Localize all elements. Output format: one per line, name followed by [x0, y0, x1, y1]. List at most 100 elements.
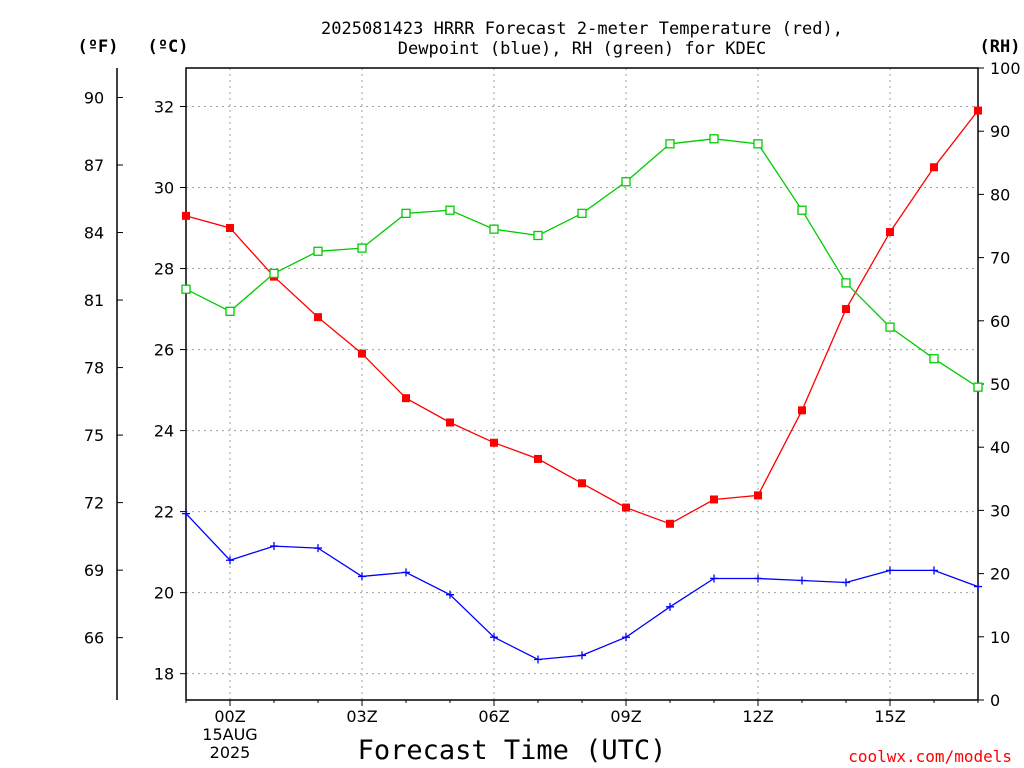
celsius-unit-label: (ºC)	[148, 37, 189, 57]
rh-point	[885, 322, 895, 332]
rh-tick-label: 70	[990, 249, 1010, 268]
temperature-point	[974, 106, 982, 115]
celsius-tick-label: 18	[154, 665, 174, 684]
rh-tick-label: 90	[990, 122, 1010, 141]
temperature-point	[226, 224, 234, 233]
dewpoint-point	[446, 590, 454, 599]
rh-point	[665, 139, 675, 149]
rh-point	[225, 306, 235, 316]
rh-point	[929, 354, 939, 364]
rh-point	[621, 177, 631, 187]
dewpoint-point	[402, 568, 410, 577]
rh-tick-label: 10	[990, 628, 1010, 647]
dewpoint-point	[182, 509, 190, 518]
dewpoint-point	[622, 633, 630, 642]
fahrenheit-tick-label: 84	[84, 224, 104, 243]
rh-point	[269, 268, 279, 279]
temperature-point	[182, 211, 190, 220]
rh-tick-label: 100	[990, 59, 1021, 78]
dewpoint-point	[842, 578, 850, 587]
temperature-point	[490, 438, 498, 447]
fahrenheit-tick-label: 66	[84, 629, 104, 648]
temperature-point	[666, 519, 674, 528]
grid-lines	[186, 68, 978, 700]
rh-point	[489, 224, 499, 234]
chart-title-line-2: Dewpoint (blue), RH (green) for KDEC	[398, 39, 766, 59]
dewpoint-point	[358, 572, 366, 581]
x-tick-label: 03Z	[346, 707, 377, 726]
rh-point	[841, 278, 851, 288]
dewpoint-point	[270, 542, 278, 551]
x-tick-label: 12Z	[742, 707, 773, 726]
temperature-point	[842, 305, 850, 314]
temperature-point	[622, 503, 630, 512]
dewpoint-point	[666, 602, 674, 611]
dewpoint-point	[798, 576, 806, 585]
fahrenheit-tick-label: 78	[84, 359, 104, 378]
temperature-point	[534, 454, 542, 463]
chart-title-line-1: 2025081423 HRRR Forecast 2-meter Tempera…	[321, 19, 843, 39]
credit-label: coolwx.com/models	[848, 747, 1012, 766]
rh-tick-label: 50	[990, 375, 1010, 394]
celsius-tick-label: 30	[154, 179, 174, 198]
data-series	[181, 106, 983, 664]
fahrenheit-tick-label: 72	[84, 494, 104, 513]
celsius-tick-label: 32	[154, 97, 174, 116]
celsius-tick-label: 28	[154, 260, 174, 279]
celsius-tick-label: 24	[154, 422, 174, 441]
temperature-point	[358, 349, 366, 358]
dewpoint-point	[886, 566, 894, 575]
rh-tick-label: 20	[990, 565, 1010, 584]
dewpoint-point	[930, 566, 938, 575]
celsius-tick-label: 22	[154, 503, 174, 522]
temperature-point	[578, 479, 586, 488]
fahrenheit-tick-label: 81	[84, 291, 104, 310]
rh-point	[533, 230, 543, 241]
rh-point	[753, 139, 763, 149]
rh-point	[313, 246, 323, 256]
temperature-point	[886, 228, 894, 237]
dewpoint-point	[710, 574, 718, 583]
x-tick-sublabel: 15AUG	[202, 725, 257, 744]
x-tick-label: 00Z	[214, 707, 245, 726]
x-tick-label: 15Z	[874, 707, 905, 726]
fahrenheit-tick-label: 87	[84, 156, 104, 175]
rh-point	[445, 205, 455, 215]
x-tick-sublabel: 2025	[210, 743, 251, 762]
rh-point	[709, 134, 719, 144]
rh-point	[401, 208, 411, 219]
temperature-point	[798, 406, 806, 415]
dewpoint-point	[974, 582, 982, 591]
rh-point	[797, 205, 807, 215]
rh-tick-label: 60	[990, 312, 1010, 331]
dewpoint-point	[490, 633, 498, 642]
fahrenheit-tick-label: 75	[84, 426, 104, 445]
dewpoint-point	[314, 544, 322, 553]
fahrenheit-unit-label: (ºF)	[78, 37, 119, 57]
fahrenheit-tick-label: 90	[84, 88, 104, 107]
x-tick-label: 09Z	[610, 707, 641, 726]
rh-point	[181, 284, 191, 294]
rh-point	[973, 382, 983, 392]
temperature-point	[754, 491, 762, 500]
dewpoint-point	[754, 574, 762, 583]
x-axis-title: Forecast Time (UTC)	[358, 735, 667, 766]
temperature-point	[710, 495, 718, 504]
rh-tick-label: 40	[990, 438, 1010, 457]
rh-tick-label: 0	[990, 691, 1000, 710]
temperature-point	[314, 313, 322, 322]
temperature-line	[185, 110, 979, 525]
rh-point	[357, 243, 367, 253]
dewpoint-point	[534, 655, 542, 664]
rh-tick-label: 30	[990, 501, 1010, 520]
celsius-tick-label: 20	[154, 584, 174, 603]
temperature-point	[930, 163, 938, 172]
dewpoint-point	[578, 651, 586, 660]
rh-point	[577, 208, 587, 219]
temperature-point	[446, 418, 454, 427]
fahrenheit-tick-label: 69	[84, 561, 104, 580]
plot-frame	[185, 67, 979, 701]
rh-tick-label: 80	[990, 185, 1010, 204]
